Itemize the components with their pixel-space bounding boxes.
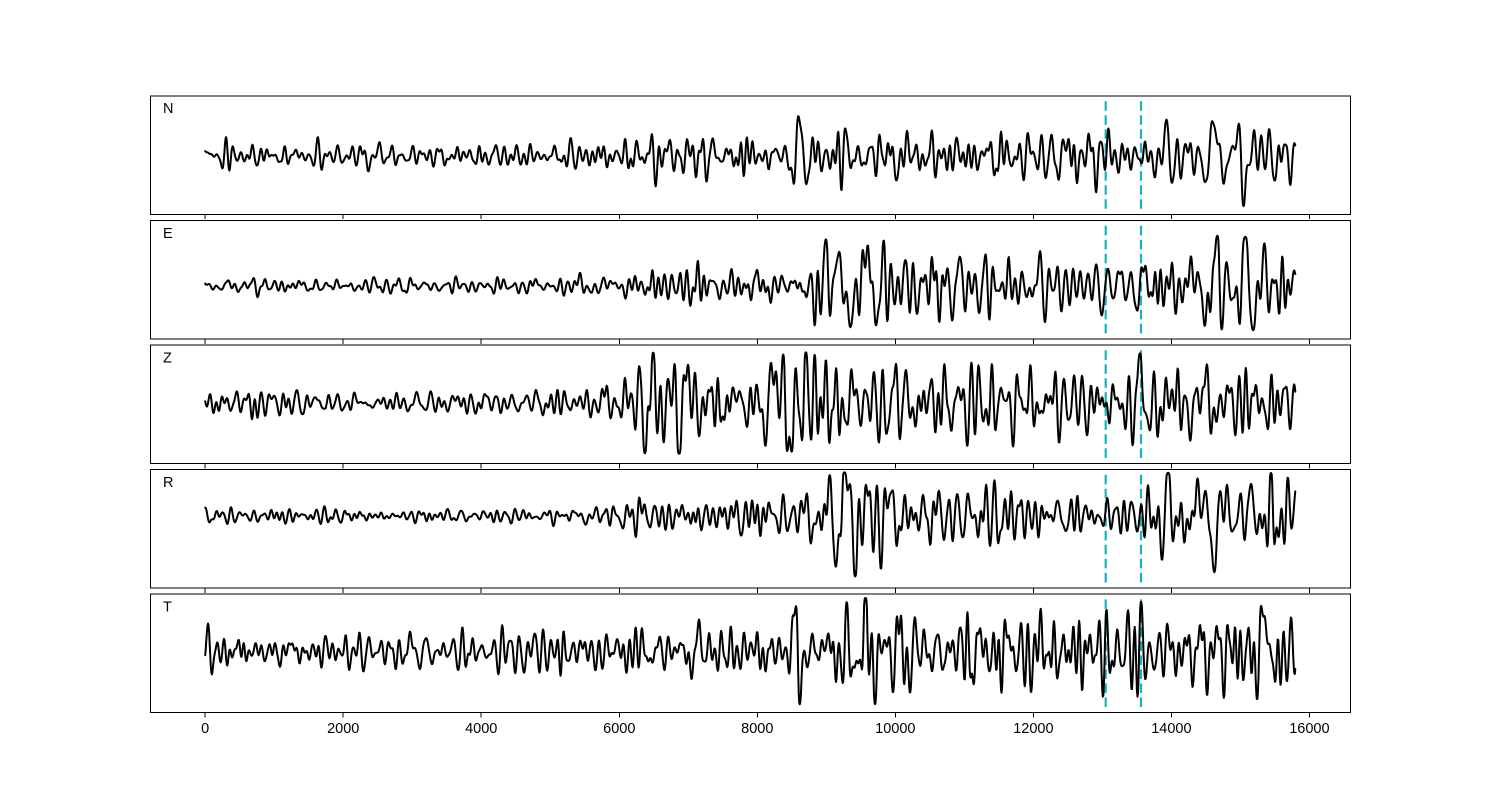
- svg-text:E: E: [163, 226, 173, 242]
- svg-text:2000: 2000: [327, 721, 359, 737]
- svg-text:12000: 12000: [1013, 721, 1053, 737]
- svg-text:14000: 14000: [1151, 721, 1191, 737]
- svg-text:8000: 8000: [741, 721, 773, 737]
- svg-text:0: 0: [201, 721, 209, 737]
- svg-text:4000: 4000: [465, 721, 497, 737]
- svg-text:10000: 10000: [875, 721, 915, 737]
- svg-text:T: T: [163, 599, 172, 615]
- svg-text:16000: 16000: [1289, 721, 1329, 737]
- svg-text:N: N: [163, 101, 173, 117]
- svg-text:Z: Z: [163, 350, 172, 366]
- svg-text:6000: 6000: [603, 721, 635, 737]
- svg-text:R: R: [163, 475, 173, 491]
